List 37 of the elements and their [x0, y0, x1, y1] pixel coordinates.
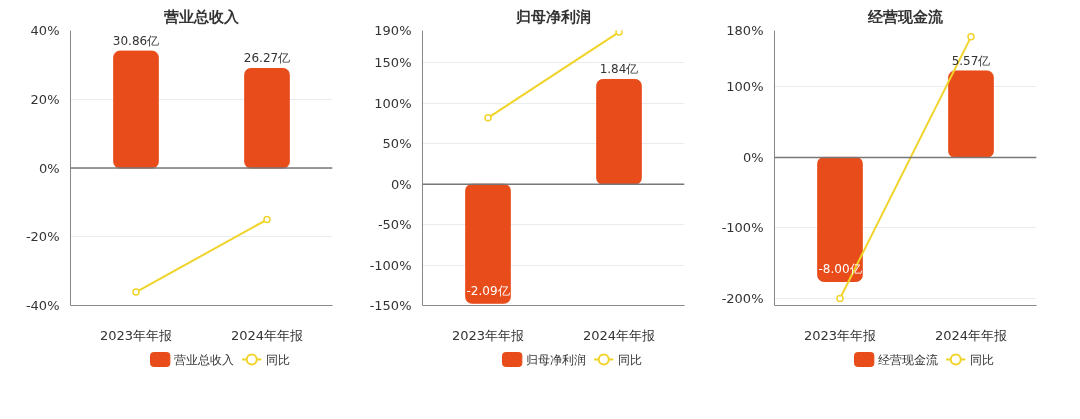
- legend-label: 同比: [617, 352, 642, 367]
- x-tick-label: 2023年年报: [451, 327, 525, 343]
- x-tick-label: 2024年年报: [934, 327, 1008, 343]
- y-tick-label: -150%: [369, 298, 412, 313]
- y-tick-label: -20%: [25, 229, 60, 245]
- legend-label: 营业总收入: [174, 352, 235, 367]
- data-label: 1.84亿: [599, 62, 639, 77]
- chart-title: 经营现金流: [867, 7, 944, 26]
- legend-label: 同比: [265, 352, 290, 367]
- y-tick-label: 0%: [38, 160, 60, 176]
- data-label: 26.27亿: [243, 51, 291, 66]
- chart-title: 归母净利润: [515, 7, 591, 26]
- x-tick-label: 2024年年报: [230, 327, 304, 343]
- chart-title: 营业总收入: [163, 7, 240, 26]
- y-tick-label: 20%: [30, 91, 60, 107]
- legend-label: 经营现金流: [878, 352, 939, 367]
- x-tick-label: 2024年年报: [582, 327, 656, 343]
- x-tick-label: 2023年年报: [803, 327, 877, 343]
- y-tick-label: -100%: [369, 257, 412, 273]
- y-tick-label: 50%: [382, 136, 412, 152]
- x-tick-label: 2023年年报: [99, 327, 173, 343]
- y-tick-label: -50%: [377, 217, 412, 233]
- y-tick-label: 0%: [390, 176, 412, 192]
- y-tick-label: 180%: [726, 23, 764, 38]
- y-tick-label: 100%: [374, 95, 412, 111]
- legend-label: 归母净利润: [526, 352, 587, 367]
- y-tick-label: -200%: [721, 290, 764, 306]
- legend-label: 同比: [969, 352, 994, 367]
- y-tick-label: 0%: [742, 149, 764, 165]
- y-tick-label: 190%: [374, 23, 412, 38]
- data-label: 30.86亿: [112, 34, 160, 49]
- data-label: -2.09亿: [466, 284, 510, 299]
- y-tick-label: -100%: [721, 220, 764, 236]
- y-tick-label: 150%: [374, 55, 412, 71]
- y-tick-label: 40%: [30, 23, 60, 38]
- y-tick-label: 100%: [726, 79, 764, 95]
- y-tick-label: -40%: [25, 298, 60, 313]
